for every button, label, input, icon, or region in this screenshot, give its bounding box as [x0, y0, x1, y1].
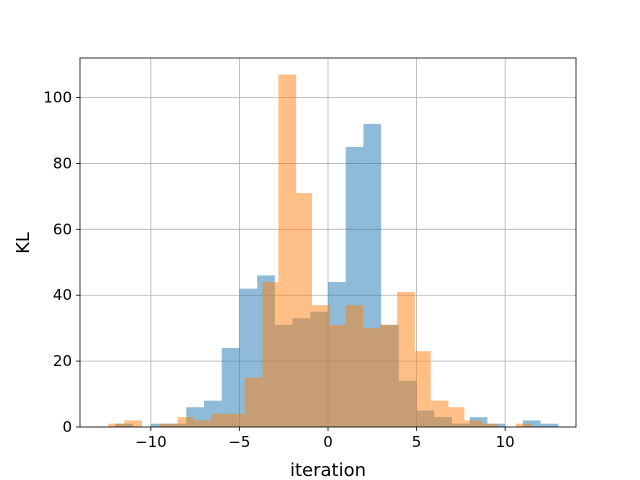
y-tick-label: 80 [53, 154, 72, 172]
histogram-bar-series-2 [464, 420, 483, 427]
y-tick-label: 0 [62, 418, 72, 436]
histogram-bar-series-2 [312, 305, 330, 427]
y-axis-label: KL [13, 232, 34, 254]
x-tick-label: −10 [135, 433, 167, 451]
histogram-bar-series-2 [379, 324, 398, 427]
histogram-bar-series-2 [397, 291, 415, 427]
histogram-bar-series-2 [363, 328, 380, 427]
y-tick-label: 40 [53, 286, 72, 304]
histogram-bar-series-2 [262, 282, 279, 427]
histogram-bar-series-1 [540, 423, 559, 427]
histogram-bar-series-2 [124, 420, 142, 427]
y-tick-label: 20 [53, 352, 72, 370]
histogram-bar-series-2 [278, 74, 297, 428]
histogram-bar-series-2 [448, 407, 465, 427]
histogram-bar-series-2 [244, 377, 263, 427]
histogram-bar-series-2 [296, 193, 313, 427]
x-tick-label: 10 [496, 433, 515, 451]
histogram-bar-series-2 [329, 324, 346, 427]
histogram-bars [108, 74, 559, 428]
y-tick-label: 60 [53, 220, 72, 238]
x-tick-label: 5 [412, 433, 422, 451]
histogram-bar-series-2 [108, 423, 125, 427]
histogram-bar-series-2 [430, 400, 449, 427]
histogram-bar-series-2 [177, 417, 194, 427]
histogram-bar-series-2 [211, 413, 228, 427]
histogram-bar-series-2 [345, 305, 364, 427]
x-axis-label: iteration [290, 460, 366, 480]
y-tick-label: 100 [43, 89, 72, 107]
histogram-bar-series-2 [159, 423, 178, 427]
histogram-bar-series-2 [515, 423, 532, 427]
histogram-bar-series-2 [227, 413, 245, 427]
histogram-bar-series-2 [414, 351, 431, 427]
x-tick-label: −5 [228, 433, 250, 451]
histogram-bar-series-1 [221, 347, 240, 427]
x-tick-label: 0 [323, 433, 333, 451]
histogram-bar-series-2 [482, 423, 499, 427]
histogram-bar-series-2 [193, 420, 212, 427]
